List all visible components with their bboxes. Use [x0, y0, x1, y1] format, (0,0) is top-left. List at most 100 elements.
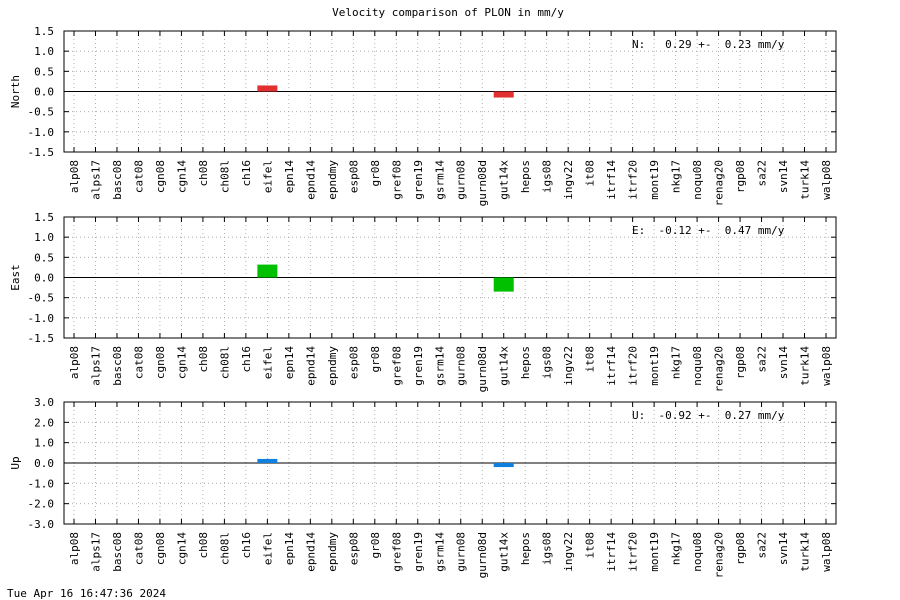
x-tick-label: igs08	[541, 532, 554, 565]
x-tick-label: gut14x	[498, 160, 511, 200]
x-tick-label: itrf20	[627, 346, 640, 386]
x-tick-label: alps17	[89, 160, 102, 200]
y-tick-label: -0.5	[28, 106, 55, 119]
x-tick-label: alp08	[68, 160, 81, 193]
panel-north: alp08 alps17 basc08 cat08 cgn08 cgn14 ch08 ch08…	[9, 25, 837, 206]
x-tick-label: sa22	[756, 160, 769, 187]
y-tick-label: -1.0	[28, 312, 55, 325]
timestamp-footer: Tue Apr 16 16:47:36 2024	[7, 587, 166, 600]
y-tick-label: -1.0	[28, 477, 55, 490]
x-tick-label: gref08	[390, 160, 403, 200]
y-axis-label: East	[9, 264, 22, 291]
x-tick-label: rgp08	[734, 346, 747, 379]
x-tick-label: esp08	[347, 532, 360, 565]
x-tick-label: gref08	[390, 532, 403, 572]
x-tick-label: gr08	[369, 532, 382, 559]
x-tick-label: gsrm14	[433, 532, 446, 572]
x-tick-label: nkg17	[670, 346, 683, 379]
x-tick-label: epnd14	[304, 160, 317, 200]
x-tick-label: noqu08	[691, 346, 704, 386]
panel-up: alp08 alps17 basc08 cat08 cgn08 cgn14 ch08 ch08…	[9, 396, 837, 578]
x-tick-label: gurn08	[455, 160, 468, 200]
y-tick-label: 1.0	[34, 437, 54, 450]
x-tick-label: ch08	[197, 160, 210, 187]
x-tick-label: cgn14	[175, 532, 188, 565]
chart-title: Velocity comparison of PLON in mm/y	[332, 6, 564, 19]
y-tick-label: -0.5	[28, 292, 55, 305]
x-tick-label: walp08	[820, 532, 833, 572]
x-tick-label: ch08l	[218, 532, 231, 565]
x-tick-label: svn14	[777, 532, 790, 565]
y-tick-label: 1.5	[34, 25, 54, 38]
bar-gut14x	[493, 91, 514, 98]
x-tick-label: gurn08d	[476, 532, 489, 578]
y-tick-label: 1.5	[34, 211, 54, 224]
x-tick-label: cgn14	[175, 160, 188, 193]
x-tick-label: turk14	[799, 160, 812, 200]
y-axis-label: Up	[9, 456, 22, 469]
x-tick-label: hepos	[519, 160, 532, 193]
y-tick-label: -2.0	[28, 498, 55, 511]
x-tick-label: epndmy	[326, 532, 339, 572]
x-tick-label: mont19	[648, 532, 661, 572]
x-tick-label: eifel	[261, 160, 274, 193]
x-tick-label: gurn08d	[476, 160, 489, 206]
x-tick-label: itrf14	[605, 532, 618, 572]
y-tick-label: 0.0	[34, 457, 54, 470]
x-tick-label: ch08l	[218, 346, 231, 379]
x-tick-label: alp08	[68, 532, 81, 565]
x-tick-label: gref08	[390, 346, 403, 386]
panel-east: alp08 alps17 basc08 cat08 cgn08 cgn14 ch08 ch08…	[9, 211, 837, 392]
x-tick-label: ingv22	[562, 532, 575, 572]
x-tick-label: gr08	[369, 346, 382, 373]
x-tick-label: eifel	[261, 346, 274, 379]
x-tick-label: gren19	[412, 160, 425, 200]
x-tick-label: noqu08	[691, 532, 704, 572]
x-tick-label: cat08	[132, 532, 145, 565]
x-tick-label: ch08	[197, 532, 210, 559]
x-tick-label: ch08	[197, 346, 210, 373]
x-tick-label: it08	[584, 532, 597, 559]
stat-annotation: E: -0.12 +- 0.47 mm/y	[632, 224, 785, 237]
x-tick-label: ch16	[240, 532, 253, 559]
x-tick-label: itrf20	[627, 532, 640, 572]
x-tick-label: esp08	[347, 160, 360, 193]
x-tick-label: noqu08	[691, 160, 704, 200]
x-tick-label: cgn08	[154, 532, 167, 565]
x-tick-label: nkg17	[670, 532, 683, 565]
bar-eifel	[257, 85, 278, 92]
x-tick-label: sa22	[756, 346, 769, 373]
y-tick-label: -1.5	[28, 332, 55, 345]
x-tick-label: turk14	[799, 346, 812, 386]
x-tick-label: epn14	[283, 532, 296, 565]
x-tick-label: ch08l	[218, 160, 231, 193]
y-tick-label: 0.5	[34, 251, 54, 264]
x-tick-label: cgn08	[154, 160, 167, 193]
x-tick-label: itrf20	[627, 160, 640, 200]
y-tick-label: 1.0	[34, 231, 54, 244]
x-tick-label: walp08	[820, 160, 833, 200]
x-tick-label: epnd14	[304, 532, 317, 572]
y-tick-label: 3.0	[34, 396, 54, 409]
x-tick-label: igs08	[541, 346, 554, 379]
x-tick-label: sa22	[756, 532, 769, 559]
y-axis-label: North	[9, 75, 22, 108]
x-tick-label: walp08	[820, 346, 833, 386]
x-tick-label: epn14	[283, 160, 296, 193]
x-tick-label: svn14	[777, 346, 790, 379]
x-tick-label: gren19	[412, 346, 425, 386]
x-tick-label: cat08	[132, 346, 145, 379]
x-tick-label: it08	[584, 160, 597, 187]
x-tick-label: itrf14	[605, 346, 618, 386]
x-tick-label: basc08	[111, 346, 124, 386]
x-tick-label: it08	[584, 346, 597, 373]
stat-annotation: N: 0.29 +- 0.23 mm/y	[632, 38, 785, 51]
x-tick-label: gsrm14	[433, 160, 446, 200]
y-tick-label: 0.5	[34, 65, 54, 78]
x-tick-label: epndmy	[326, 160, 339, 200]
bar-gut14x	[493, 277, 514, 292]
x-tick-label: gut14x	[498, 532, 511, 572]
x-tick-label: ingv22	[562, 160, 575, 200]
x-tick-label: gut14x	[498, 346, 511, 386]
